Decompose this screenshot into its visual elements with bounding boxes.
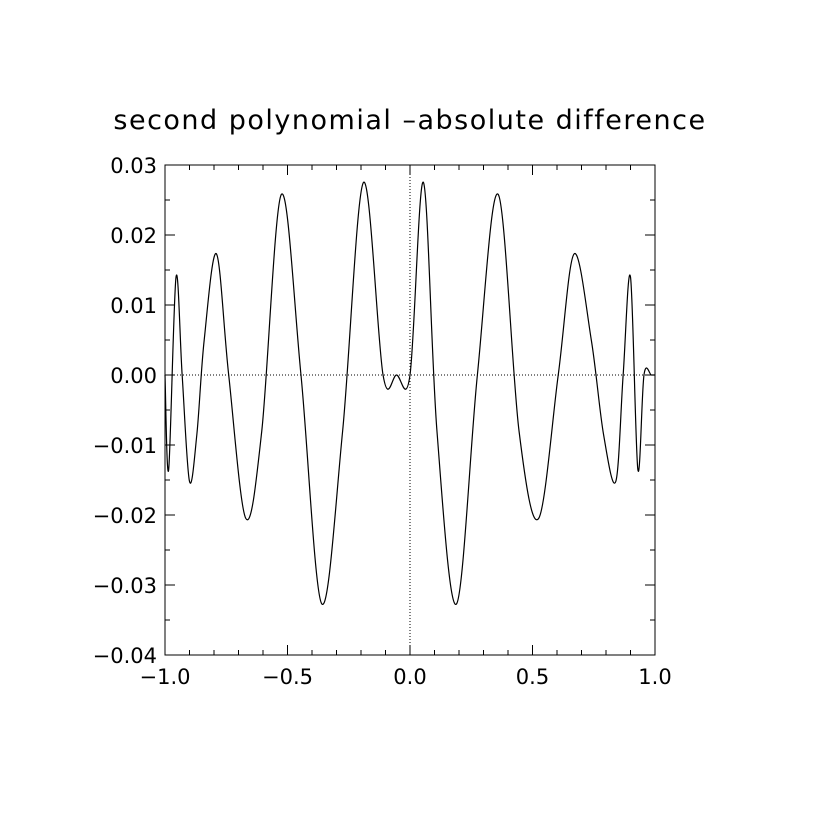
x-tick-label: 0.0 <box>393 665 426 689</box>
reference-lines <box>165 165 655 655</box>
x-tick-label: −1.0 <box>140 665 191 689</box>
x-tick-label: −0.5 <box>262 665 313 689</box>
chart-title: second polynomial –absolute difference <box>113 105 706 136</box>
y-tick-label: −0.03 <box>93 574 157 598</box>
plot-frame <box>164 164 656 656</box>
y-tick-label: 0.03 <box>110 154 157 178</box>
series-layer <box>164 181 655 605</box>
axis-ticks <box>164 164 656 656</box>
y-tick-label: 0.00 <box>110 364 157 388</box>
y-tick-label: −0.04 <box>93 644 157 668</box>
x-tick-label: 1.0 <box>638 665 671 689</box>
x-tick-label: 0.5 <box>516 665 549 689</box>
y-tick-label: −0.01 <box>93 434 157 458</box>
y-axis-tick-labels: −0.04 −0.03 −0.02 −0.01 0.00 0.01 0.02 0.03 <box>93 154 157 668</box>
y-tick-label: 0.02 <box>110 224 157 248</box>
x-axis-tick-labels: −1.0 −0.5 0.0 0.5 1.0 <box>140 665 672 689</box>
y-tick-label: 0.01 <box>110 294 157 318</box>
y-tick-label: −0.02 <box>93 504 157 528</box>
series-line <box>164 181 655 605</box>
